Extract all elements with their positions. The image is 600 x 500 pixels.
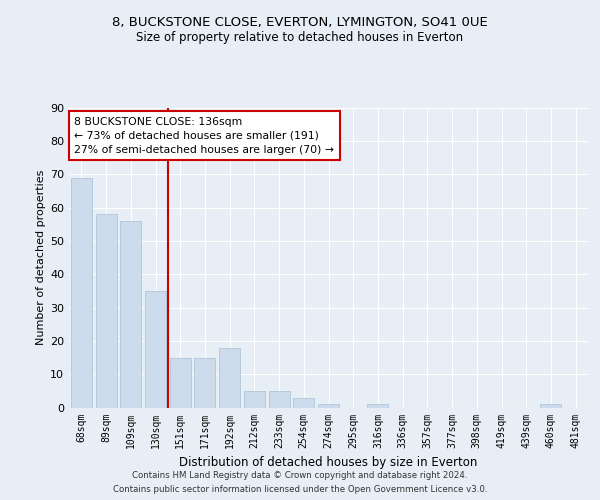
- Bar: [170, 358, 191, 408]
- Bar: [145, 291, 166, 408]
- Text: 8 BUCKSTONE CLOSE: 136sqm
← 73% of detached houses are smaller (191)
27% of semi: 8 BUCKSTONE CLOSE: 136sqm ← 73% of detac…: [74, 116, 334, 154]
- Bar: [71, 178, 92, 408]
- Bar: [269, 391, 290, 407]
- Bar: [293, 398, 314, 407]
- Text: 8, BUCKSTONE CLOSE, EVERTON, LYMINGTON, SO41 0UE: 8, BUCKSTONE CLOSE, EVERTON, LYMINGTON, …: [112, 16, 488, 29]
- Bar: [219, 348, 240, 408]
- Bar: [95, 214, 116, 408]
- Text: Contains HM Land Registry data © Crown copyright and database right 2024.: Contains HM Land Registry data © Crown c…: [132, 472, 468, 480]
- Bar: [194, 358, 215, 408]
- Bar: [120, 221, 141, 408]
- Bar: [244, 391, 265, 407]
- Y-axis label: Number of detached properties: Number of detached properties: [36, 170, 46, 345]
- Bar: [367, 404, 388, 407]
- X-axis label: Distribution of detached houses by size in Everton: Distribution of detached houses by size …: [179, 456, 478, 469]
- Text: Contains public sector information licensed under the Open Government Licence v3: Contains public sector information licen…: [113, 484, 487, 494]
- Bar: [541, 404, 562, 407]
- Bar: [318, 404, 339, 407]
- Text: Size of property relative to detached houses in Everton: Size of property relative to detached ho…: [136, 31, 464, 44]
